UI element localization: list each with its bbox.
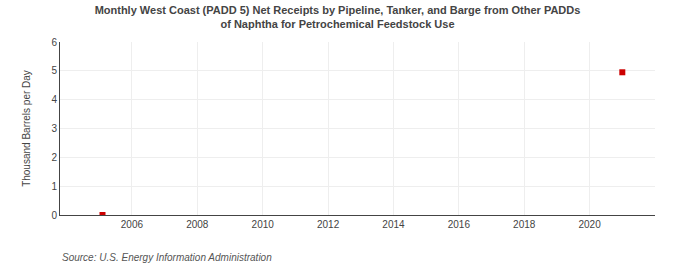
- svg-text:Monthly West Coast (PADD 5) Ne: Monthly West Coast (PADD 5) Net Receipts…: [95, 4, 581, 30]
- svg-text:3: 3: [51, 123, 57, 134]
- svg-text:1: 1: [51, 181, 57, 192]
- svg-text:2018: 2018: [513, 219, 536, 230]
- svg-text:2: 2: [51, 152, 57, 163]
- svg-text:0: 0: [51, 210, 57, 221]
- svg-text:2012: 2012: [317, 219, 340, 230]
- svg-text:2016: 2016: [448, 219, 471, 230]
- svg-text:2020: 2020: [578, 219, 601, 230]
- svg-text:2014: 2014: [382, 219, 405, 230]
- svg-text:2006: 2006: [121, 219, 144, 230]
- svg-text:6: 6: [51, 37, 57, 48]
- svg-text:Source: U.S. Energy Informatio: Source: U.S. Energy Information Administ…: [62, 252, 272, 263]
- svg-text:Thousand Barrels per Day: Thousand Barrels per Day: [21, 70, 32, 187]
- svg-text:4: 4: [51, 94, 57, 105]
- svg-text:2010: 2010: [252, 219, 275, 230]
- svg-text:2008: 2008: [186, 219, 209, 230]
- svg-text:5: 5: [51, 65, 57, 76]
